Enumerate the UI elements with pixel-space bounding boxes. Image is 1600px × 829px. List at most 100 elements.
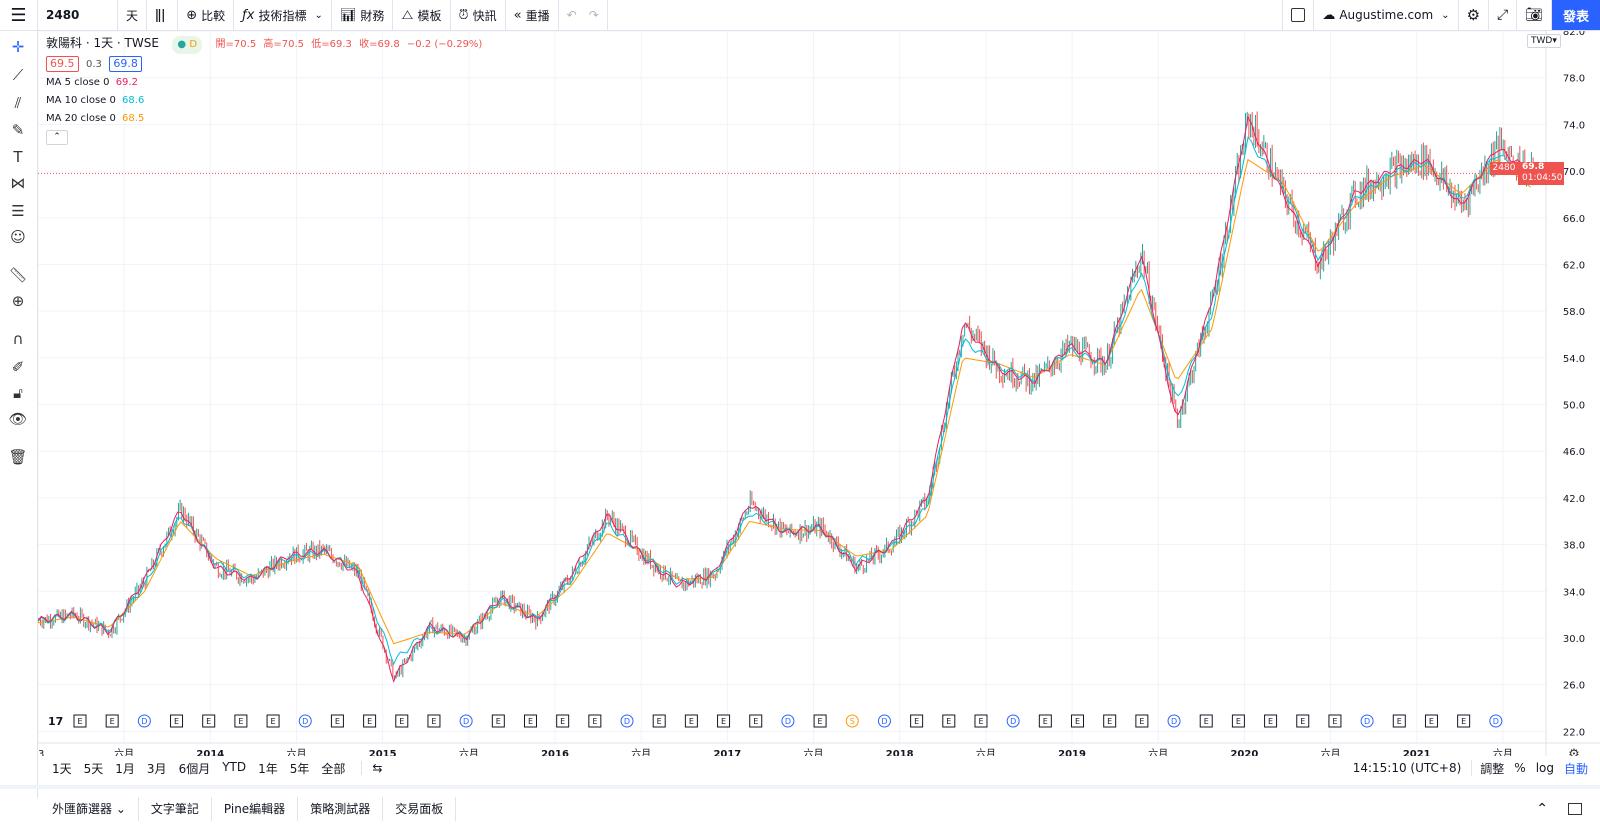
range-button[interactable]: 1月 bbox=[115, 761, 135, 776]
symbol-search[interactable]: 2480 bbox=[38, 0, 118, 30]
range-button[interactable]: 1天 bbox=[52, 761, 72, 776]
ruler-icon[interactable]: 📏︎ bbox=[8, 266, 28, 284]
indicators-button[interactable]: ƒx 技術指標 ⌄ bbox=[234, 0, 332, 30]
adjust-button[interactable]: 調整 bbox=[1480, 761, 1505, 776]
clock-time[interactable]: 14:15:10 (UTC+8) bbox=[1352, 761, 1462, 775]
panel-tab[interactable]: Pine編輯器 bbox=[212, 797, 299, 821]
gear-icon[interactable]: ⚙ bbox=[1568, 747, 1580, 756]
layout-save-button[interactable]: ☁ Augustime.com ⌄ bbox=[1314, 0, 1459, 30]
menu-button[interactable]: ☰ bbox=[0, 0, 38, 30]
currency-select[interactable]: TWD▾ bbox=[1527, 34, 1561, 48]
eye-icon[interactable]: 👁︎ bbox=[8, 410, 28, 428]
settings-button[interactable]: ⚙ bbox=[1459, 0, 1490, 30]
event-marker-label: E bbox=[1268, 717, 1273, 726]
trend-line-icon[interactable]: ⟋ bbox=[12, 66, 24, 84]
range-bar: 1天 5天 1月 3月 6個月 YTD 1年 5年 全部 ⇆ 14:15:10 (UTC+8) … bbox=[38, 756, 1600, 780]
event-marker-label: D bbox=[302, 717, 308, 726]
fullscreen-button[interactable]: ⤢ bbox=[1489, 0, 1518, 30]
bottom-panel-tabs: 外匯篩選器 ⌄ 文字筆記 Pine編輯器 策略測試器 交易面板 ⌃ bbox=[0, 785, 1600, 829]
earnings-marker bbox=[910, 714, 924, 728]
chevron-down-icon: ⌄ bbox=[314, 9, 323, 21]
ma10-line bbox=[38, 136, 1531, 666]
chevron-up-icon[interactable]: ⌃ bbox=[1536, 801, 1548, 817]
range-button[interactable]: 全部 bbox=[321, 761, 346, 776]
cloud-icon: ☁ bbox=[1322, 7, 1336, 23]
legend-header: 敦陽科 · 1天 · TWSE ● D 開=70.5 高=70.5 低=69.3… bbox=[46, 34, 486, 54]
alert-button[interactable]: ⏰︎ 快訊 bbox=[451, 0, 506, 30]
text-icon[interactable]: T bbox=[13, 148, 23, 166]
price-chart[interactable]: 22.0 26.0 30.0 34.0 38.0 42.0 46.0 50.0 54.0 58.0… bbox=[38, 31, 1600, 756]
panel-tab[interactable]: 文字筆記 bbox=[139, 797, 212, 821]
replay-button[interactable]: « 重播 bbox=[506, 0, 559, 30]
panel-tab[interactable]: 策略測試器 bbox=[298, 797, 384, 821]
x-tick-label: 六月 bbox=[459, 748, 479, 756]
ma20-legend[interactable]: MA 20 close 0 68.5 bbox=[46, 110, 486, 128]
range-button[interactable]: 6個月 bbox=[178, 761, 211, 776]
trash-icon[interactable]: 🗑︎ bbox=[8, 448, 28, 466]
rewind-icon: « bbox=[513, 7, 522, 23]
crosshair-icon[interactable]: ✛ bbox=[11, 38, 25, 56]
lock-icon[interactable]: 🔓︎ bbox=[13, 384, 23, 402]
percent-button[interactable]: % bbox=[1514, 761, 1526, 775]
chevron-up-icon: ⌃ bbox=[53, 132, 61, 142]
drawing-toolbar: ✛ ⟋ ⫽ ✎ T ⋈ ☰ ☺ 📏︎ ⊕ ∩ ✐ 🔓︎ 👁︎ 🗑︎ bbox=[0, 31, 38, 798]
chart-type-button[interactable]: ǁǀ bbox=[147, 0, 179, 30]
maximize-panel-icon[interactable] bbox=[1568, 803, 1582, 815]
panel-tab[interactable]: 交易面板 bbox=[383, 797, 457, 821]
goto-date-icon[interactable]: ⇆ bbox=[361, 761, 382, 775]
emoji-icon[interactable]: ☺ bbox=[10, 228, 26, 246]
compare-button[interactable]: ⊕ 比較 bbox=[178, 0, 235, 30]
panel-tab[interactable]: 外匯篩選器 ⌄ bbox=[40, 797, 139, 821]
templates-button[interactable]: ⧍ 模板 bbox=[393, 0, 451, 30]
event-marker-label: E bbox=[174, 717, 179, 726]
redo-icon[interactable]: ↷ bbox=[588, 8, 599, 22]
x-tick-label: 六月 bbox=[804, 748, 824, 756]
undo-icon[interactable]: ↶ bbox=[566, 8, 577, 22]
earnings-marker bbox=[942, 714, 956, 728]
ask-box[interactable]: 69.8 bbox=[109, 56, 142, 72]
event-marker-label: E bbox=[753, 717, 758, 726]
financials-button[interactable]: 📊︎ 財務 bbox=[332, 0, 394, 30]
prediction-icon[interactable]: ☰ bbox=[11, 202, 25, 220]
earnings-marker bbox=[588, 714, 602, 728]
fib-icon[interactable]: ⫽ bbox=[14, 94, 22, 112]
earnings-marker bbox=[749, 714, 763, 728]
ma10-legend[interactable]: MA 10 close 0 68.6 bbox=[46, 92, 486, 110]
pattern-icon[interactable]: ⋈ bbox=[10, 174, 26, 192]
event-marker-label: E bbox=[496, 717, 501, 726]
earnings-marker bbox=[170, 714, 184, 728]
function-icon: ƒx bbox=[242, 7, 255, 23]
dividend-marker bbox=[137, 714, 151, 728]
x-tick-label: 2014 bbox=[196, 749, 224, 756]
event-marker-label: E bbox=[1461, 717, 1466, 726]
event-marker-label: S bbox=[850, 717, 855, 726]
market-dot: ● D bbox=[172, 36, 203, 54]
range-button[interactable]: YTD bbox=[222, 759, 247, 774]
brush-icon[interactable]: ✎ bbox=[11, 121, 25, 139]
magnet-icon[interactable]: ∩ bbox=[12, 330, 24, 348]
bid-box[interactable]: 69.5 bbox=[46, 56, 79, 72]
earnings-marker bbox=[427, 714, 441, 728]
collapse-legend-button[interactable]: ⌃ bbox=[46, 130, 68, 145]
auto-button[interactable]: 自動 bbox=[1563, 761, 1588, 776]
y-tick-label: 46.0 bbox=[1563, 447, 1585, 458]
pencil-lock-icon[interactable]: ✐ bbox=[11, 358, 25, 376]
fullscreen-layout-button[interactable] bbox=[1282, 0, 1315, 30]
range-button[interactable]: 3月 bbox=[146, 761, 167, 776]
earnings-marker bbox=[974, 714, 988, 728]
ma5-legend[interactable]: MA 5 close 0 69.2 bbox=[46, 74, 486, 92]
snapshot-button[interactable]: 📷︎ bbox=[1517, 0, 1552, 30]
zoom-in-icon[interactable]: ⊕ bbox=[11, 292, 25, 310]
publish-button[interactable]: 發表 bbox=[1552, 0, 1600, 30]
templates-label: 模板 bbox=[417, 8, 442, 23]
compare-label: 比較 bbox=[201, 8, 226, 23]
x-tick-label: 2021 bbox=[1403, 749, 1431, 756]
range-button[interactable]: 1年 bbox=[258, 761, 278, 776]
legend-title[interactable]: 敦陽科 · 1天 · TWSE bbox=[46, 36, 159, 50]
range-button[interactable]: 5天 bbox=[83, 761, 104, 776]
interval-button[interactable]: 天 bbox=[118, 0, 148, 30]
log-button[interactable]: log bbox=[1535, 761, 1554, 775]
range-button[interactable]: 5年 bbox=[289, 761, 310, 776]
template-icon: ⧍ bbox=[401, 7, 414, 23]
event-marker-label: E bbox=[1107, 717, 1112, 726]
